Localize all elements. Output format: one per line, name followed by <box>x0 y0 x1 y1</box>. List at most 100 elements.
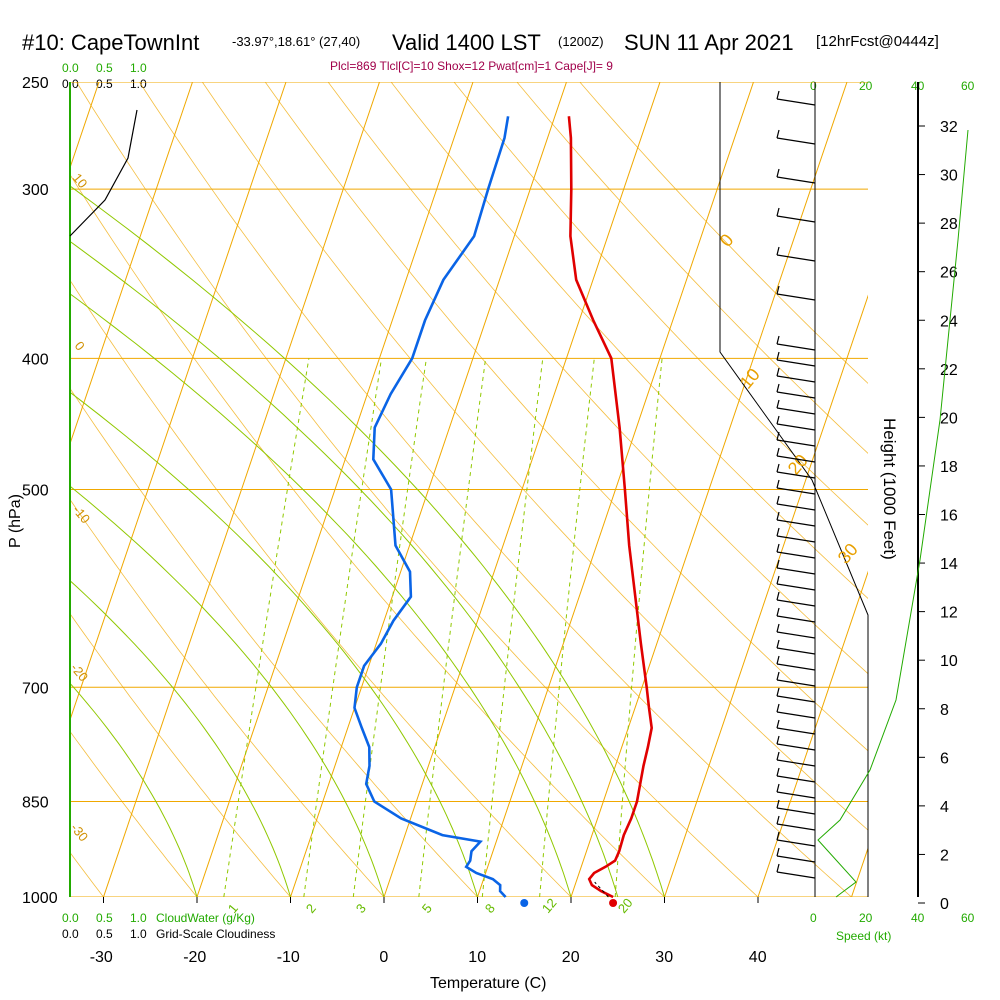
wind-barb-flag <box>776 285 780 295</box>
chart-overlay: 1 2 3 5 8 12 200102030100-10-20-30250300400500… <box>22 75 969 966</box>
y-axis-label: P (hPa) <box>7 494 24 548</box>
mixing-ratio-line <box>352 358 427 897</box>
moist-adiabat <box>70 682 198 897</box>
isotherm-line <box>664 294 868 897</box>
height-tick-label: 12 <box>940 605 958 622</box>
dry-adiabat <box>70 387 478 897</box>
speed-top-20: 20 <box>859 79 873 93</box>
wind-barb <box>776 176 816 184</box>
speed-top-60: 60 <box>961 79 975 93</box>
wind-barb <box>776 791 816 799</box>
utc-time: (1200Z) <box>558 34 604 49</box>
wind-barb-flag <box>776 783 780 793</box>
cloudiness-top-2: 1.0 <box>130 77 147 91</box>
mixing-ratio-label: 20 <box>615 895 636 916</box>
wind-barb <box>776 439 816 447</box>
theta-label: -10 <box>70 502 94 526</box>
cloud-profile <box>69 109 138 237</box>
pressure-tick-label: 250 <box>22 75 49 92</box>
wind-barb-flag <box>776 735 780 745</box>
wind-barb <box>776 98 816 106</box>
wind-barb <box>776 487 816 495</box>
wind-barb-flag <box>776 383 780 393</box>
wind-barb <box>776 423 816 431</box>
wind-barb <box>776 695 816 703</box>
wind-barb-flag <box>776 335 780 345</box>
wind-barb-flag <box>776 639 780 649</box>
isotherm-line <box>70 82 287 722</box>
wind-barb-flag <box>776 431 780 441</box>
wind-barb-flag <box>776 415 780 425</box>
wind-barb <box>776 743 816 751</box>
wind-barb-flag <box>776 863 780 873</box>
wind-barb <box>776 137 816 145</box>
x-tick-label: 0 <box>379 949 388 966</box>
wind-barb <box>776 254 816 262</box>
height-tick-label: 8 <box>940 702 949 719</box>
wind-barb-flag <box>776 703 780 713</box>
forecast-info: [12hrFcst@0444z] <box>816 33 939 50</box>
dry-adiabat <box>327 82 868 675</box>
dry-adiabat <box>76 82 759 897</box>
dry-adiabat <box>70 279 572 897</box>
wind-barb <box>776 759 816 767</box>
isotherm-line <box>757 570 868 897</box>
height-tick-label: 0 <box>940 896 949 913</box>
mixing-ratio-line <box>303 358 382 897</box>
isotherm-line <box>103 82 380 897</box>
wind-barb-flag <box>776 207 780 217</box>
mixing-ratio-label: 3 <box>353 901 369 916</box>
height-tick-label: 4 <box>940 799 949 816</box>
isotherm-line <box>851 846 868 897</box>
mixing-ratio-line <box>418 358 487 897</box>
moist-adiabat <box>70 293 572 897</box>
speed-label: Speed (kt) <box>836 929 891 943</box>
theta-label: -30 <box>68 820 92 844</box>
wind-barb <box>776 823 816 831</box>
wind-barb <box>776 535 816 543</box>
pressure-tick-label: 500 <box>22 483 49 500</box>
height-axis-label: Height (1000 Feet) <box>880 418 899 560</box>
height-tick-label: 14 <box>940 556 958 573</box>
dry-adiabat <box>390 82 868 599</box>
wind-barb <box>776 567 816 575</box>
wind-barb <box>776 631 816 639</box>
dry-adiabat <box>70 498 385 897</box>
valid-time: Valid 1400 LST <box>392 30 541 55</box>
isotherm-line <box>290 82 567 897</box>
x-axis-label: Temperature (C) <box>430 975 546 992</box>
station-coords: -33.97°,18.61° (27,40) <box>232 34 360 49</box>
wind-barb-flag <box>776 511 780 521</box>
dry-adiabat <box>139 82 852 897</box>
valid-date: SUN 11 Apr 2021 <box>624 30 794 55</box>
moist-adiabat <box>70 579 291 897</box>
cloudiness-bottom-1: 0.5 <box>96 927 113 941</box>
wind-barb-flag <box>776 527 780 537</box>
wind-barb-flag <box>776 799 780 809</box>
wind-barb-flag <box>776 751 780 761</box>
pressure-tick-label: 850 <box>22 794 49 811</box>
cloudiness-top-1: 0.5 <box>96 77 113 91</box>
wind-barb-flag <box>776 591 780 601</box>
wind-barb-flag <box>776 575 780 585</box>
dry-adiabat-label: 10 <box>736 364 764 392</box>
x-tick-label: -20 <box>183 949 206 966</box>
wind-barb <box>776 471 816 479</box>
wind-barb <box>776 679 816 687</box>
dry-adiabat <box>201 82 868 831</box>
wind-barb-flag <box>776 687 780 697</box>
x-tick-label: 40 <box>749 949 767 966</box>
station-title: #10: CapeTownInt <box>22 30 199 55</box>
wind-barb-flag <box>776 767 780 777</box>
cloudiness-bottom-0: 0.0 <box>62 927 79 941</box>
height-tick-label: 20 <box>940 410 958 427</box>
wind-barb-flag <box>776 655 780 665</box>
wind-barb <box>776 391 816 399</box>
wind-barb-flag <box>776 623 780 633</box>
wind-barb-flag <box>776 129 780 139</box>
pressure-tick-label: 1000 <box>22 890 58 907</box>
wind-barb <box>776 711 816 719</box>
wind-barb <box>776 215 816 223</box>
wind-barb-flag <box>776 479 780 489</box>
height-tick-label: 2 <box>940 847 949 864</box>
